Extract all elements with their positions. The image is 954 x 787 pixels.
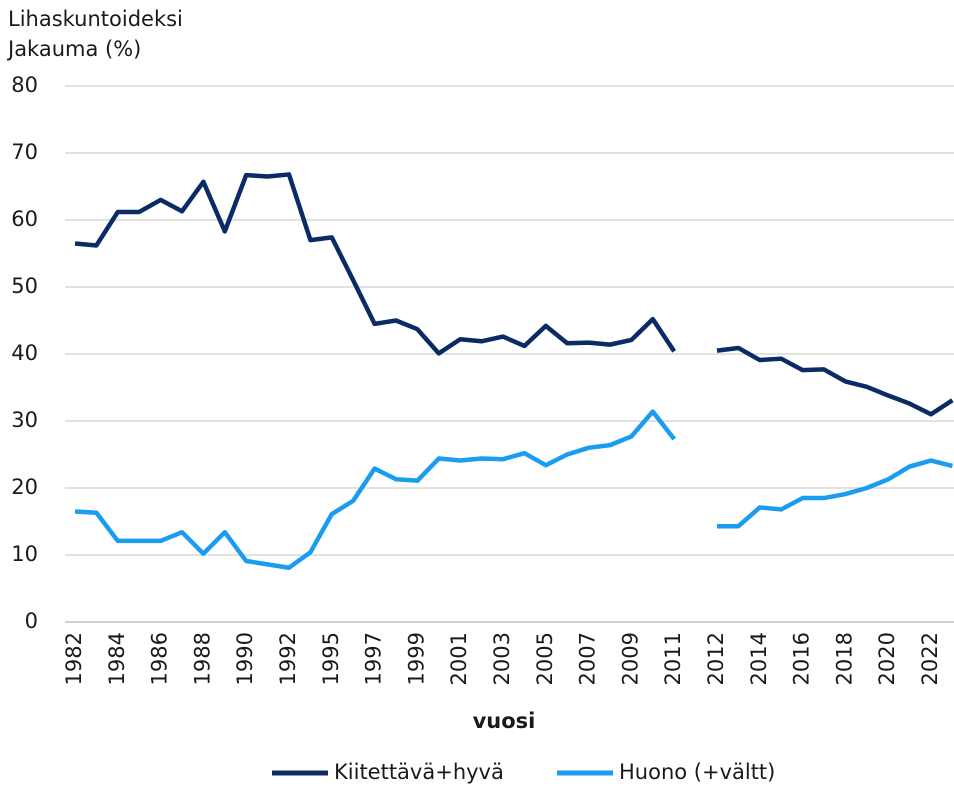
- x-tick-label: 2009: [618, 632, 642, 685]
- x-tick-label: 1997: [362, 632, 386, 685]
- x-tick-label: 1982: [62, 632, 86, 685]
- x-tick-label: 2003: [490, 632, 514, 685]
- y-tick-label: 0: [25, 609, 38, 633]
- y-title: Jakauma (%): [6, 37, 141, 61]
- x-tick-label: 2014: [747, 632, 771, 685]
- x-tick-label: 1986: [148, 632, 172, 685]
- y-tick-label: 60: [11, 207, 38, 231]
- y-tick-label: 40: [11, 341, 38, 365]
- y-tick-label: 20: [11, 475, 38, 499]
- x-tick-label: 1984: [105, 632, 129, 685]
- x-tick-label: 2022: [918, 632, 942, 685]
- x-tick-label: 2007: [576, 632, 600, 685]
- x-tick-label: 2016: [790, 632, 814, 685]
- x-tick-label: 1988: [190, 632, 214, 685]
- x-tick-label: 2005: [533, 632, 557, 685]
- x-tick-label: 1995: [319, 632, 343, 685]
- x-tick-label: 2001: [447, 632, 471, 685]
- legend-label: Kiitettävä+hyvä: [334, 760, 504, 784]
- y-tick-label: 30: [11, 408, 38, 432]
- series-line: [74, 172, 954, 417]
- x-tick-label: 1999: [404, 632, 428, 685]
- y-tick-label: 70: [11, 140, 38, 164]
- x-tick-label: 1990: [233, 632, 257, 685]
- x-tick-label: 2018: [832, 632, 856, 685]
- y-title: Lihaskuntoideksi: [8, 7, 183, 31]
- y-tick-label: 80: [11, 73, 38, 97]
- x-axis-label: vuosi: [473, 709, 536, 733]
- y-tick-label: 50: [11, 274, 38, 298]
- x-tick-label: 2011: [661, 632, 685, 685]
- x-tick-label: 2012: [704, 632, 728, 685]
- x-tick-label: 1992: [276, 632, 300, 685]
- legend-label: Huono (+vältt): [619, 760, 775, 784]
- series-line: [74, 409, 953, 570]
- x-tick-label: 2020: [875, 632, 899, 685]
- y-tick-label: 10: [11, 542, 38, 566]
